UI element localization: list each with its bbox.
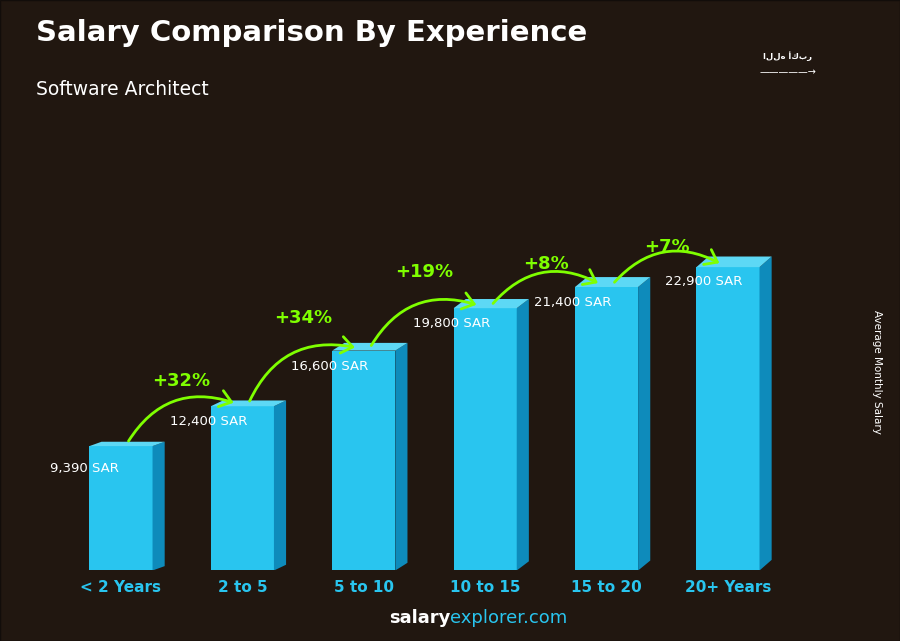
Polygon shape: [152, 442, 165, 570]
Text: —————→: —————→: [759, 67, 816, 78]
Text: salary: salary: [389, 609, 450, 627]
Bar: [454, 308, 517, 570]
Bar: [575, 287, 638, 570]
Text: Software Architect: Software Architect: [36, 80, 209, 99]
FancyArrowPatch shape: [493, 270, 596, 303]
Polygon shape: [760, 256, 771, 570]
Text: Average Monthly Salary: Average Monthly Salary: [872, 310, 883, 434]
Bar: [89, 446, 152, 570]
Text: 22,900 SAR: 22,900 SAR: [665, 275, 742, 288]
FancyArrowPatch shape: [129, 391, 231, 441]
Text: explorer.com: explorer.com: [450, 609, 567, 627]
Polygon shape: [575, 277, 651, 287]
Polygon shape: [697, 256, 771, 267]
Text: الله أكبر: الله أكبر: [763, 51, 812, 61]
Text: +32%: +32%: [153, 372, 211, 390]
Text: 19,800 SAR: 19,800 SAR: [412, 317, 490, 331]
Text: Salary Comparison By Experience: Salary Comparison By Experience: [36, 19, 587, 47]
Text: 12,400 SAR: 12,400 SAR: [170, 415, 248, 428]
Text: +34%: +34%: [274, 309, 332, 327]
Text: 9,390 SAR: 9,390 SAR: [50, 462, 119, 475]
FancyArrowPatch shape: [372, 293, 474, 345]
Polygon shape: [454, 299, 529, 308]
Polygon shape: [211, 401, 286, 406]
Polygon shape: [638, 277, 651, 570]
Polygon shape: [89, 442, 165, 446]
Bar: [697, 267, 760, 570]
Polygon shape: [517, 299, 529, 570]
Text: +19%: +19%: [395, 263, 454, 281]
Text: 16,600 SAR: 16,600 SAR: [292, 360, 368, 373]
Bar: [211, 406, 274, 570]
Text: +7%: +7%: [644, 238, 690, 256]
Polygon shape: [274, 401, 286, 570]
FancyArrowPatch shape: [249, 337, 353, 401]
Bar: [332, 351, 395, 570]
Polygon shape: [332, 343, 408, 351]
Text: 21,400 SAR: 21,400 SAR: [534, 296, 611, 309]
Polygon shape: [395, 343, 408, 570]
Text: +8%: +8%: [523, 254, 569, 272]
FancyArrowPatch shape: [615, 249, 717, 282]
